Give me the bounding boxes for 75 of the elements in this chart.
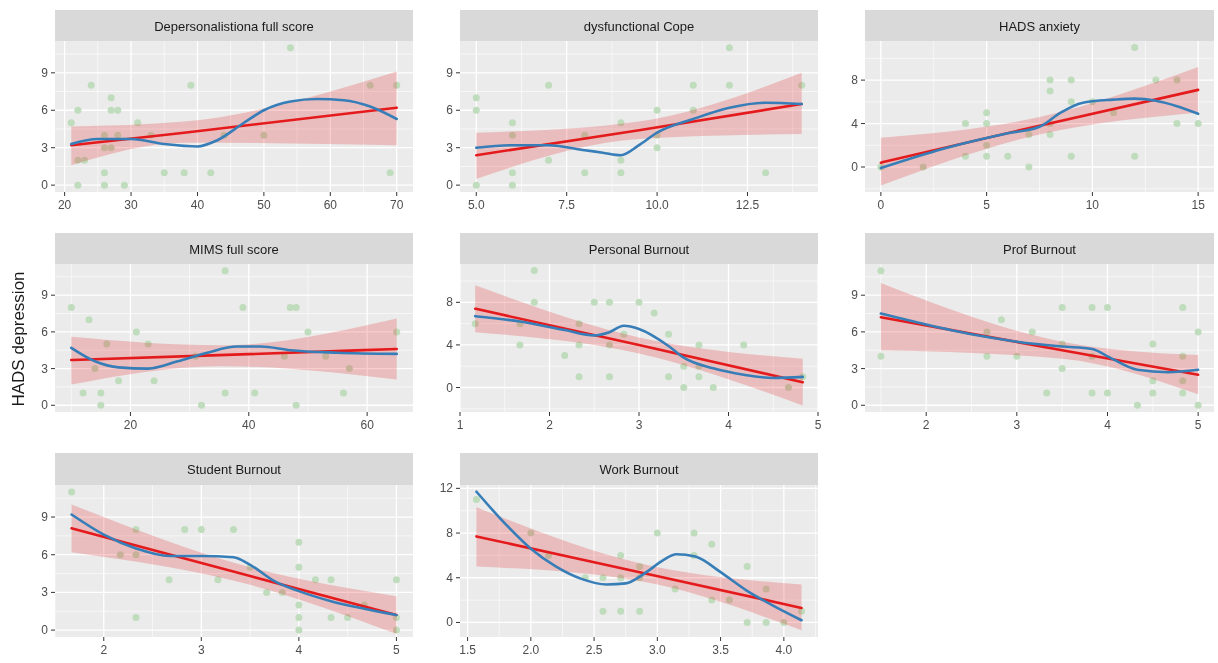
y-tick-label: 3 — [41, 140, 49, 155]
x-tick-label: 5 — [1194, 418, 1202, 432]
x-tick-label: 3.0 — [649, 643, 667, 657]
y-tick-label: 6 — [41, 547, 49, 562]
y-tick-label: 9 — [851, 288, 859, 303]
x-tick-label: 1 — [456, 418, 464, 432]
x-tick-label: 3 — [1013, 418, 1021, 432]
x-tick-label: 20 — [123, 418, 138, 432]
chart-title: Prof Burnout — [1003, 241, 1077, 257]
y-tick-label: 8 — [446, 295, 454, 310]
y-tick-label: 0 — [851, 160, 859, 175]
chart-title: dysfunctional Cope — [583, 18, 695, 34]
y-tick-label: 0 — [41, 623, 49, 638]
y-tick-label: 6 — [851, 324, 859, 339]
y-tick-label: 6 — [446, 103, 454, 118]
x-tick-label: 2.0 — [522, 643, 540, 657]
x-tick-label: 15 — [1191, 198, 1206, 212]
y-tick-label: 0 — [446, 615, 454, 630]
x-tick-label: 5 — [393, 643, 401, 657]
x-tick-label: 70 — [390, 198, 404, 212]
x-tick-label: 5 — [814, 418, 822, 432]
y-tick-label: 9 — [41, 288, 49, 303]
y-tick-label: 0 — [446, 380, 454, 395]
x-tick-label: 12.5 — [735, 198, 760, 212]
x-tick-label: 40 — [190, 198, 205, 212]
x-tick-label: 4 — [1104, 418, 1112, 432]
y-tick-label: 0 — [446, 178, 454, 193]
y-tick-label: 12 — [439, 481, 454, 496]
chart-title: Work Burnout — [599, 462, 679, 477]
y-tick-label: 9 — [41, 65, 49, 80]
y-tick-label: 4 — [851, 116, 859, 131]
y-tick-label: 0 — [851, 398, 859, 413]
x-tick-label: 7.5 — [558, 198, 576, 212]
x-tick-label: 30 — [124, 198, 139, 212]
x-tick-label: 1.5 — [459, 643, 477, 657]
y-tick-label: 6 — [41, 103, 49, 118]
x-tick-label: 60 — [360, 418, 375, 432]
y-tick-label: 3 — [41, 585, 49, 600]
x-tick-label: 2 — [922, 418, 930, 432]
y-tick-label: 8 — [851, 73, 859, 88]
x-tick-label: 4 — [295, 643, 303, 657]
x-tick-label: 3 — [635, 418, 643, 432]
x-tick-label: 4 — [725, 418, 733, 432]
x-tick-label: 5.0 — [467, 198, 485, 212]
x-tick-label: 10 — [1085, 198, 1100, 212]
x-tick-label: 3 — [197, 643, 205, 657]
x-tick-label: 50 — [257, 198, 271, 212]
x-tick-label: 4.0 — [775, 643, 793, 657]
y-tick-label: 3 — [851, 361, 859, 376]
x-tick-label: 20 — [57, 198, 72, 212]
x-tick-label: 0 — [877, 198, 885, 212]
x-tick-label: 2.5 — [585, 643, 603, 657]
y-tick-label: 3 — [41, 361, 49, 376]
y-tick-label: 6 — [41, 324, 49, 339]
x-tick-label: 3.5 — [712, 643, 730, 657]
y-axis-title: HADS depression — [9, 271, 28, 407]
chart-title: Personal Burnout — [588, 241, 690, 257]
y-tick-label: 3 — [446, 140, 454, 155]
x-tick-label: 2 — [546, 418, 554, 432]
y-tick-label: 4 — [446, 570, 454, 585]
y-tick-label: 9 — [446, 65, 454, 80]
y-tick-label: 4 — [446, 337, 454, 352]
chart-title: MIMS full score — [189, 241, 279, 257]
y-tick-label: 8 — [446, 526, 454, 541]
chart-title: HADS anxiety — [999, 18, 1081, 34]
chart-title: Depersonalistiona full score — [154, 18, 314, 34]
x-tick-label: 40 — [242, 418, 256, 432]
x-tick-label: 2 — [100, 643, 108, 657]
x-tick-label: 5 — [983, 198, 991, 212]
y-tick-label: 9 — [41, 510, 49, 525]
x-tick-label: 60 — [323, 198, 338, 212]
chart-title: Student Burnout — [187, 462, 282, 477]
y-tick-label: 0 — [41, 398, 49, 413]
y-tick-label: 0 — [41, 178, 49, 193]
x-tick-label: 10.0 — [645, 198, 670, 212]
